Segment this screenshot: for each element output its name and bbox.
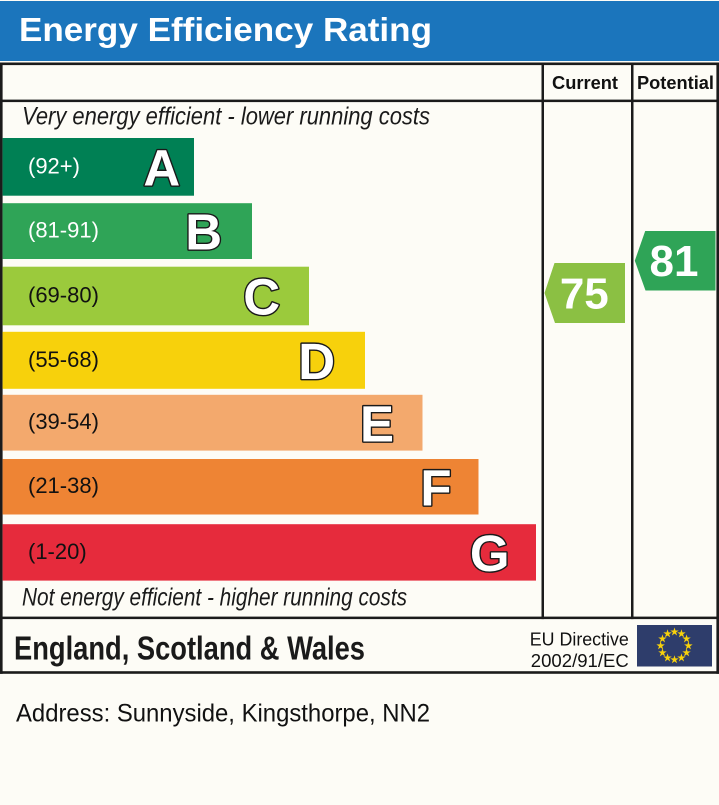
svg-text:D: D bbox=[298, 333, 335, 390]
svg-text:Not energy efficient - higher: Not energy efficient - higher running co… bbox=[22, 584, 407, 612]
svg-text:(21-38): (21-38) bbox=[28, 473, 99, 498]
svg-text:(81-91): (81-91) bbox=[28, 218, 99, 243]
svg-text:(55-68): (55-68) bbox=[28, 347, 99, 372]
svg-text:Potential: Potential bbox=[637, 73, 714, 93]
svg-text:Energy Efficiency Rating: Energy Efficiency Rating bbox=[19, 11, 432, 48]
svg-text:England, Scotland & Wales: England, Scotland & Wales bbox=[14, 629, 365, 666]
svg-text:2002/91/EC: 2002/91/EC bbox=[531, 651, 629, 671]
svg-text:E: E bbox=[360, 395, 394, 452]
svg-text:Address: Sunnyside, Kingsthorp: Address: Sunnyside, Kingsthorpe, NN2 bbox=[16, 700, 430, 728]
svg-text:G: G bbox=[470, 525, 510, 582]
svg-text:81: 81 bbox=[650, 237, 699, 286]
svg-text:(1-20): (1-20) bbox=[28, 539, 87, 564]
svg-text:B: B bbox=[185, 204, 222, 261]
svg-text:A: A bbox=[143, 139, 180, 196]
svg-text:C: C bbox=[243, 269, 280, 326]
svg-text:(39-54): (39-54) bbox=[28, 409, 99, 434]
svg-text:(92+): (92+) bbox=[28, 153, 80, 178]
svg-text:(69-80): (69-80) bbox=[28, 283, 99, 308]
svg-text:EU Directive: EU Directive bbox=[530, 630, 629, 650]
svg-text:Current: Current bbox=[552, 73, 618, 93]
svg-text:Very energy efficient - lower: Very energy efficient - lower running co… bbox=[22, 103, 430, 131]
svg-text:75: 75 bbox=[560, 270, 609, 319]
svg-text:F: F bbox=[420, 459, 451, 516]
